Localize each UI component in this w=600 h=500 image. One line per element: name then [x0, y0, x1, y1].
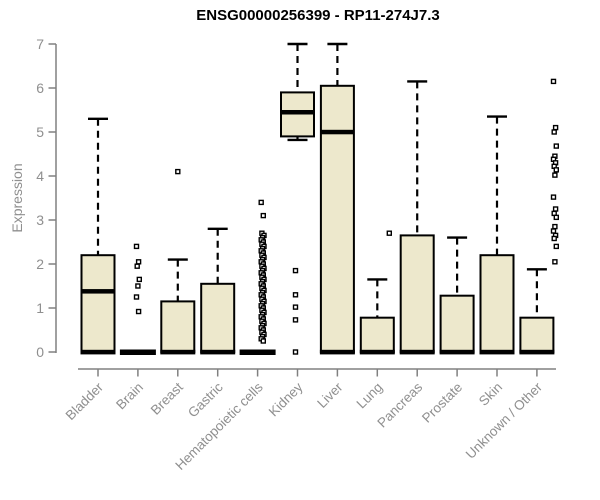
- outlier-point: [550, 194, 557, 200]
- chart-title: ENSG00000256399 - RP11-274J7.3: [196, 7, 440, 24]
- box: [439, 294, 475, 353]
- outlier-point: [135, 259, 142, 265]
- box: [399, 234, 435, 353]
- outlier-point: [292, 304, 299, 310]
- zero-bar: [80, 349, 116, 355]
- median-line: [281, 110, 314, 115]
- x-category-label: Unknown / Other: [463, 379, 546, 462]
- outlier-point: [175, 168, 181, 175]
- outlier-point: [133, 243, 140, 250]
- box: [479, 254, 515, 353]
- zero-bar: [519, 349, 555, 355]
- y-tick-label: 1: [36, 300, 44, 316]
- y-tick-label: 4: [36, 168, 44, 184]
- zero-bar: [359, 349, 395, 355]
- outlier-point: [292, 317, 299, 323]
- zero-bar: [479, 349, 515, 355]
- x-category-label: Lung: [354, 380, 386, 412]
- outlier-point: [292, 267, 299, 274]
- outlier-point: [553, 143, 559, 149]
- zero-bar: [399, 349, 435, 355]
- median-line: [320, 129, 354, 135]
- outlier-point: [135, 308, 142, 315]
- outlier-point: [134, 263, 140, 269]
- collapsed-box-zero-bar: [119, 349, 156, 355]
- outlier-point: [260, 212, 266, 219]
- outlier-point: [553, 214, 559, 221]
- x-category-label: Liver: [314, 379, 346, 411]
- zero-bar: [319, 349, 355, 355]
- outlier-point: [551, 129, 557, 135]
- box: [160, 300, 196, 353]
- box: [319, 84, 355, 354]
- outlier-point: [260, 338, 266, 344]
- y-axis-label: Expression: [9, 163, 25, 233]
- outlier-point: [258, 199, 264, 206]
- outlier-point: [292, 292, 299, 298]
- collapsed-box-zero-bar: [239, 349, 276, 355]
- outlier-point: [553, 167, 559, 173]
- y-tick-label: 3: [36, 212, 44, 228]
- x-category-label: Breast: [148, 379, 186, 417]
- outlier-point: [133, 294, 140, 300]
- zero-bar: [160, 349, 196, 355]
- y-tick-label: 7: [36, 36, 44, 52]
- outlier-point: [551, 235, 557, 242]
- y-tick-label: 6: [36, 80, 44, 96]
- y-tick-label: 2: [36, 256, 44, 272]
- outlier-point: [552, 124, 559, 131]
- box: [200, 282, 236, 353]
- outlier-point: [550, 78, 557, 85]
- outlier-point: [136, 276, 143, 283]
- outlier-point: [386, 230, 392, 236]
- median-line: [81, 289, 115, 294]
- x-category-label: Prostate: [419, 380, 465, 426]
- outlier-point: [552, 206, 559, 212]
- x-category-label: Skin: [476, 380, 505, 409]
- box: [519, 316, 555, 353]
- outlier-point: [550, 228, 557, 234]
- x-category-label: Bladder: [63, 379, 107, 423]
- x-category-label: Kidney: [266, 379, 306, 419]
- outlier-point: [292, 349, 299, 355]
- outlier-point: [135, 283, 141, 289]
- y-tick-label: 0: [36, 344, 44, 360]
- box: [359, 316, 395, 353]
- outlier-point: [552, 223, 558, 230]
- outlier-point: [552, 259, 558, 265]
- outlier-point: [552, 172, 558, 178]
- zero-bar: [439, 349, 475, 355]
- box: [80, 254, 116, 353]
- outlier-point: [553, 243, 559, 250]
- y-tick-label: 5: [36, 124, 44, 140]
- zero-bar: [200, 349, 236, 355]
- x-category-label: Brain: [113, 380, 146, 413]
